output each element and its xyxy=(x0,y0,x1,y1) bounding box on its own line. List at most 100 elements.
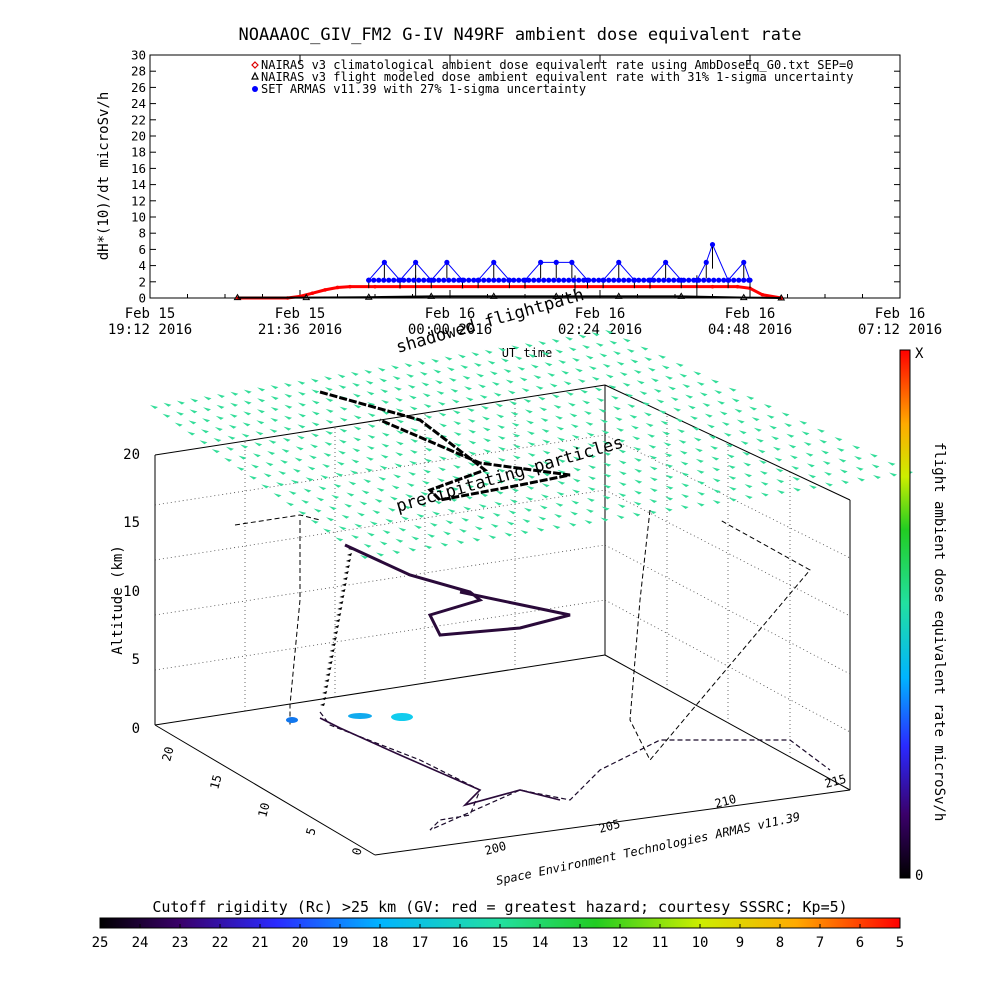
surface-marker xyxy=(786,433,795,438)
surface-marker xyxy=(506,521,515,526)
x-tick-label: 21:36 2016 xyxy=(258,322,342,338)
surface-marker xyxy=(243,389,252,394)
surface-marker xyxy=(648,510,657,514)
climb-marker xyxy=(320,703,325,706)
cutoff-tick-label: 22 xyxy=(212,935,229,951)
surface-marker xyxy=(365,380,374,385)
surface-marker xyxy=(364,369,373,374)
surface-marker xyxy=(510,488,519,493)
surface-marker xyxy=(284,415,292,420)
surface-marker xyxy=(536,527,545,532)
surface-marker xyxy=(242,422,251,427)
surface-marker xyxy=(511,345,520,350)
surface-marker xyxy=(477,384,486,389)
surface-marker xyxy=(610,395,619,400)
surface-marker xyxy=(696,469,705,474)
surface-marker xyxy=(295,446,304,451)
surface-marker xyxy=(725,443,734,448)
x-tick-label: Feb 15 xyxy=(125,306,176,322)
surface-marker xyxy=(571,489,580,494)
series-armas-point xyxy=(391,277,397,283)
surface-marker xyxy=(471,352,480,357)
surface-marker xyxy=(366,532,375,537)
cutoff-tick-label: 11 xyxy=(652,935,669,951)
surface-marker xyxy=(619,372,628,376)
climb-marker xyxy=(334,625,340,628)
series-armas-point xyxy=(706,277,712,283)
surface-marker xyxy=(313,508,322,513)
surface-marker xyxy=(328,506,337,511)
surface-marker xyxy=(753,427,762,432)
surface-marker xyxy=(366,445,375,450)
surface-marker xyxy=(582,344,590,349)
series-armas-point xyxy=(726,277,732,283)
surface-marker xyxy=(685,394,694,399)
surface-marker xyxy=(214,427,223,431)
surface-marker xyxy=(665,485,674,490)
surface-marker xyxy=(284,393,293,398)
surface-marker xyxy=(433,369,442,374)
surface-marker xyxy=(823,471,832,476)
series-armas-point xyxy=(444,259,450,265)
surface-marker xyxy=(297,424,306,429)
series-armas-point xyxy=(586,277,592,283)
surface-marker xyxy=(453,442,462,447)
surface-marker xyxy=(442,531,451,536)
series-modeled-point xyxy=(233,293,242,301)
surface-marker xyxy=(622,382,631,387)
surface-marker xyxy=(404,363,413,368)
surface-marker xyxy=(224,457,233,462)
surface-marker xyxy=(310,433,319,438)
surface-marker xyxy=(596,397,605,402)
surface-marker xyxy=(405,494,413,498)
surface-marker xyxy=(588,465,596,469)
y-tick-label: 16 xyxy=(131,161,146,176)
surface-marker xyxy=(243,400,252,405)
surface-marker xyxy=(376,552,384,557)
surface-marker xyxy=(452,464,461,469)
surface-marker xyxy=(367,413,376,417)
surface-marker xyxy=(612,406,621,411)
surface-marker xyxy=(749,406,757,411)
surface-marker xyxy=(781,412,790,417)
surface-marker xyxy=(436,478,445,483)
series-armas-point xyxy=(721,277,727,283)
surface-marker xyxy=(731,398,740,403)
surface-marker xyxy=(639,391,648,395)
surface-marker xyxy=(337,450,346,455)
surface-marker xyxy=(303,488,312,493)
x-tick-label: 00:00 2016 xyxy=(408,322,492,338)
series-armas-point xyxy=(663,259,669,265)
surface-marker xyxy=(633,446,642,451)
series-modeled-point xyxy=(739,293,748,301)
x-tick-label: 02:24 2016 xyxy=(558,322,642,338)
chart-title: NOAAAOC_GIV_FM2 G-IV N49RF ambient dose … xyxy=(239,25,802,45)
surface-marker xyxy=(338,384,347,389)
surface-marker xyxy=(617,438,626,443)
surface-marker xyxy=(547,372,556,377)
surface-marker xyxy=(360,555,368,559)
surface-marker xyxy=(527,452,536,457)
latitude-ticks: 20 15 10 5 0 xyxy=(159,745,364,857)
surface-marker xyxy=(523,507,532,512)
surface-marker xyxy=(665,496,674,501)
surface-marker xyxy=(496,414,505,419)
surface-marker xyxy=(527,353,536,358)
surface-marker xyxy=(325,398,334,402)
surface-marker xyxy=(392,376,401,380)
cutoff-tick-label: 5 xyxy=(896,935,904,951)
surface-marker xyxy=(379,541,388,546)
surface-marker xyxy=(601,506,610,511)
climb-marker xyxy=(327,661,333,664)
surface-marker xyxy=(726,454,735,459)
surface-marker xyxy=(341,514,350,519)
series-layer xyxy=(233,241,786,301)
surface-marker xyxy=(406,482,415,487)
surface-marker xyxy=(601,430,610,435)
surface-marker xyxy=(408,547,417,552)
series-armas-point xyxy=(386,277,392,283)
surface-marker xyxy=(381,432,390,437)
surface-marker xyxy=(378,476,387,481)
surface-marker xyxy=(708,435,717,439)
surface-marker xyxy=(467,462,476,467)
